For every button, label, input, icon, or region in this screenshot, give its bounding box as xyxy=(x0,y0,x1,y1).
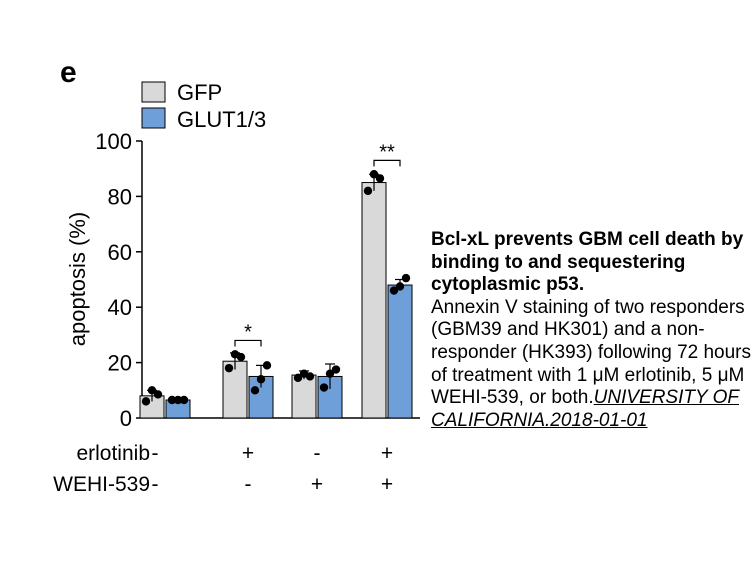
significance-bracket xyxy=(373,159,401,167)
data-point xyxy=(363,186,373,196)
bar-gfp-3 xyxy=(361,182,387,419)
significance-label: ** xyxy=(379,141,395,163)
data-point xyxy=(369,170,379,179)
data-point xyxy=(305,372,315,381)
data-point xyxy=(179,395,189,405)
condition-value: + xyxy=(242,442,254,465)
bars xyxy=(139,182,413,419)
y-tick-label: 20 xyxy=(108,351,132,376)
y-tick-label: 0 xyxy=(120,406,132,431)
data-point xyxy=(401,273,411,283)
condition-value: - xyxy=(152,442,159,465)
bar-chart: e GFP GLUT1/3 apoptosis (%) 0 20 40 60 80 100… xyxy=(53,56,420,496)
data-point xyxy=(224,363,234,373)
data-point xyxy=(173,395,183,405)
data-points xyxy=(141,170,411,406)
data-point xyxy=(319,383,329,392)
condition-row-label: WEHI-539 xyxy=(53,473,150,496)
figure-caption: Bcl-xL prevents GBM cell death by bindin… xyxy=(431,229,753,432)
data-point xyxy=(167,395,177,405)
data-point xyxy=(256,375,266,384)
y-tick-label: 40 xyxy=(108,295,132,320)
data-point xyxy=(325,369,335,378)
y-tick-label: 80 xyxy=(108,184,132,209)
data-point xyxy=(331,365,341,374)
caption-title: Bcl-xL prevents GBM cell death by bindin… xyxy=(431,229,744,296)
data-point xyxy=(375,174,385,183)
data-point xyxy=(395,282,405,291)
data-point xyxy=(293,373,303,383)
data-point xyxy=(262,361,272,370)
data-point xyxy=(250,386,260,395)
bar-gfp-2 xyxy=(291,374,317,419)
condition-table: erlotinib - + - +WEHI-539- - + + xyxy=(53,442,393,496)
condition-value: - xyxy=(152,473,159,496)
legend: GFP GLUT1/3 xyxy=(141,80,266,132)
condition-value: - xyxy=(245,473,252,496)
bar-glut-2 xyxy=(317,375,343,419)
caption-source-link[interactable]: UNIVERSITY OF CALIFORNIA.2018-01-01 xyxy=(431,387,739,431)
bar-glut-3 xyxy=(387,284,413,419)
y-tick-label: 60 xyxy=(108,240,132,265)
y-axis-title: apoptosis (%) xyxy=(65,212,90,347)
condition-row-label: erlotinib xyxy=(76,442,150,465)
y-ticks: 0 20 40 60 80 100 xyxy=(95,129,142,431)
data-point xyxy=(141,397,151,406)
significance-label: * xyxy=(244,321,252,343)
condition-value: + xyxy=(381,473,393,496)
significance-markers: *** xyxy=(234,141,401,347)
legend-swatch-glut xyxy=(141,107,166,129)
legend-label-gfp: GFP xyxy=(177,80,222,105)
condition-value: + xyxy=(381,442,393,465)
caption-body: Annexin V staining of two responders (GB… xyxy=(431,296,752,409)
data-point xyxy=(147,386,157,395)
condition-value: + xyxy=(311,473,323,496)
legend-label-glut: GLUT1/3 xyxy=(177,107,266,132)
panel-label: e xyxy=(60,56,77,89)
legend-swatch-gfp xyxy=(141,81,166,103)
y-tick-label: 100 xyxy=(95,129,132,154)
data-point xyxy=(389,286,399,295)
significance-bracket xyxy=(234,339,262,347)
condition-value: - xyxy=(314,442,321,465)
data-point xyxy=(236,352,246,362)
data-point xyxy=(153,390,163,399)
